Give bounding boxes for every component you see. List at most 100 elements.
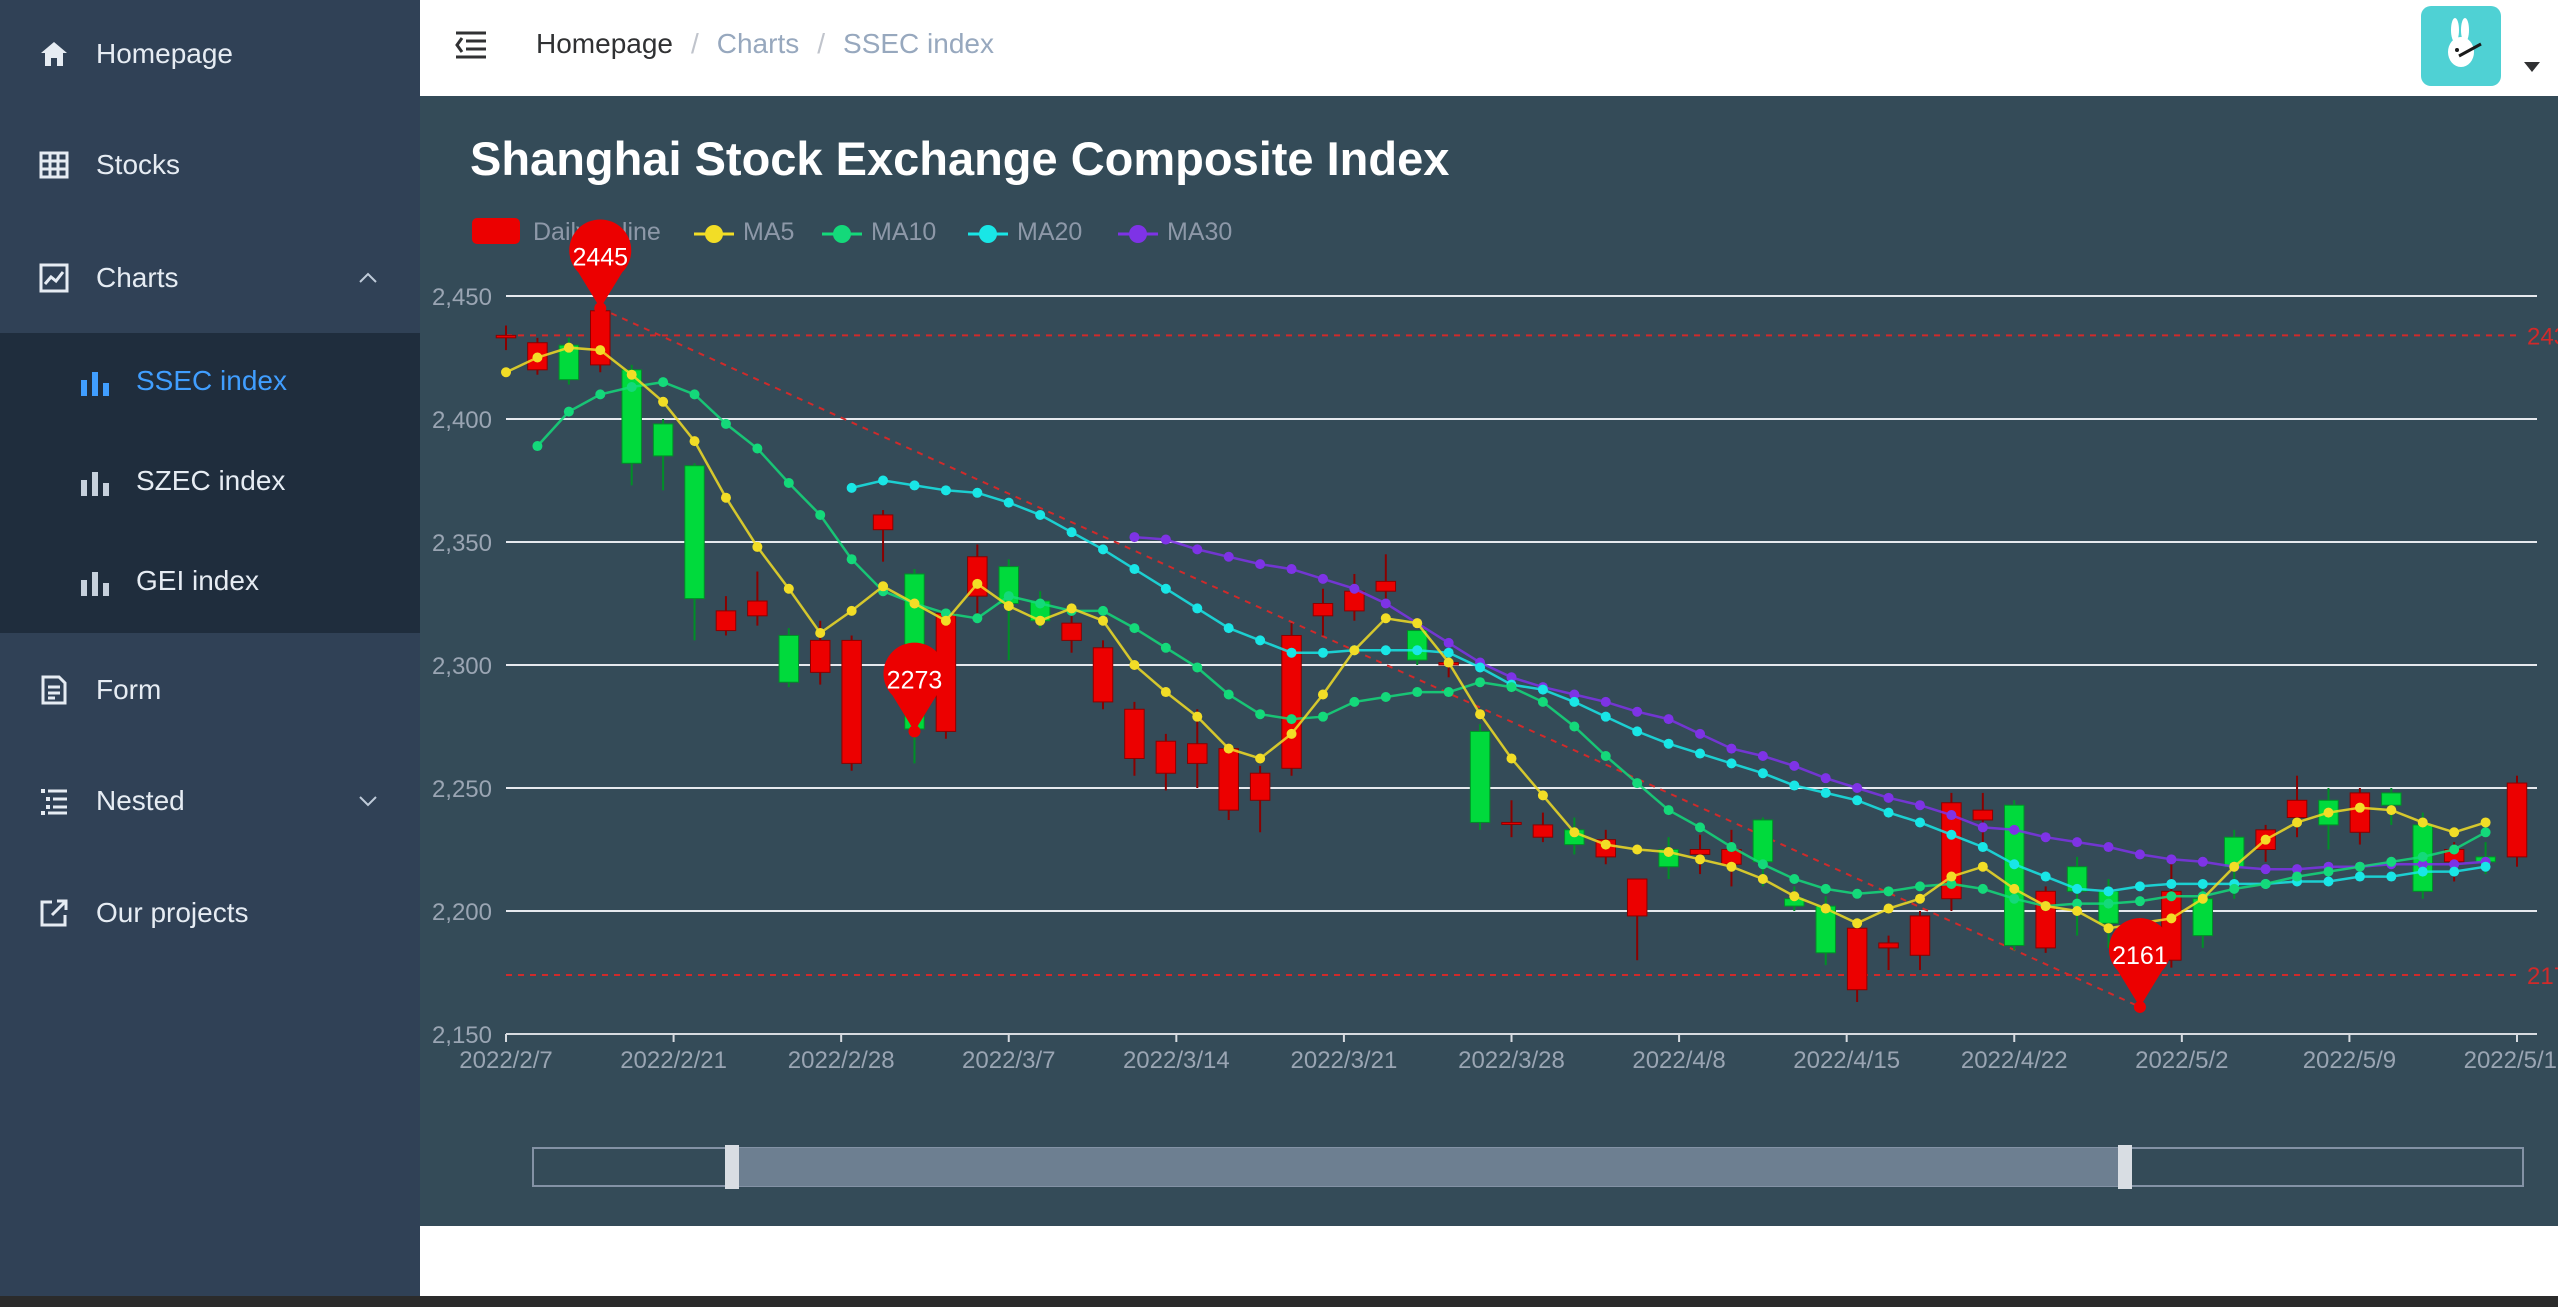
candle-up[interactable] xyxy=(1846,927,1868,991)
zoom-window[interactable] xyxy=(732,1148,2125,1186)
ma20-point xyxy=(972,487,983,498)
ma20-point xyxy=(1789,780,1800,791)
candle-up[interactable] xyxy=(809,639,831,673)
candle-up[interactable] xyxy=(2035,890,2056,949)
legend-label: MA20 xyxy=(1017,218,1082,246)
ma5-point xyxy=(1946,871,1957,882)
ma10-point xyxy=(1255,709,1266,720)
sidebar-item-label: Our projects xyxy=(96,897,249,928)
x-tick-label: 2022/2/28 xyxy=(788,1047,895,1074)
candle-up[interactable] xyxy=(1061,622,1082,641)
ma30-point xyxy=(1317,573,1328,584)
candle-up[interactable] xyxy=(1344,590,1365,612)
zoom-handle-left[interactable] xyxy=(725,1145,739,1189)
mark-point-pin[interactable]: 2161 xyxy=(2108,918,2171,1013)
sidebar-item-charts[interactable]: Charts xyxy=(0,228,420,328)
ma20-point xyxy=(940,485,951,496)
legend-item-ma10[interactable]: MA10 xyxy=(822,218,936,246)
candle-up[interactable] xyxy=(1532,824,1554,838)
ma20-point xyxy=(1035,509,1046,520)
legend-label: MA30 xyxy=(1167,218,1232,246)
candle-up[interactable] xyxy=(1878,942,1899,949)
ma5-point xyxy=(2040,901,2051,912)
ma5-point xyxy=(1129,660,1140,670)
pin-label: 2161 xyxy=(2112,942,2168,970)
submenu-item-label: SZEC index xyxy=(136,465,286,496)
candle-down[interactable] xyxy=(684,465,705,600)
ma10-point xyxy=(783,477,794,488)
chart-grid xyxy=(506,295,2537,912)
sidebar-item-nested[interactable]: Nested xyxy=(0,751,420,851)
candle-down[interactable] xyxy=(1469,730,1491,823)
candle-up[interactable] xyxy=(1909,915,1931,956)
submenu-item-szec[interactable]: SZEC index xyxy=(0,433,420,533)
candle-up[interactable] xyxy=(747,600,768,617)
x-tick-label: 2022/4/15 xyxy=(1793,1047,1900,1074)
ma30-point xyxy=(1443,637,1454,648)
candle-down[interactable] xyxy=(778,634,800,683)
ma10-point xyxy=(720,418,731,429)
candle-up[interactable] xyxy=(841,639,862,764)
ma30-point xyxy=(1946,810,1957,821)
data-zoom-slider[interactable] xyxy=(532,1145,2524,1189)
ma10-point xyxy=(1475,677,1486,688)
candle-up[interactable] xyxy=(1626,878,1648,917)
legend-item-ma20[interactable]: MA20 xyxy=(968,218,1082,246)
y-tick-label: 2,400 xyxy=(432,407,492,434)
sidebar-item-label: Homepage xyxy=(96,38,233,69)
candle-down[interactable] xyxy=(2004,804,2025,946)
candle-up[interactable] xyxy=(715,610,737,632)
ma5-point xyxy=(1600,839,1611,850)
legend-item-daily-kline[interactable]: Daily-K-line xyxy=(472,218,661,246)
candle-up[interactable] xyxy=(1689,849,1711,855)
legend-item-ma30[interactable]: MA30 xyxy=(1118,218,1232,246)
ma20-point xyxy=(1977,842,1988,853)
ma5-point xyxy=(2449,827,2460,838)
ma10-point xyxy=(846,554,857,565)
candle-up[interactable] xyxy=(2286,799,2308,819)
candle-down[interactable] xyxy=(1752,819,1774,863)
candle-up[interactable] xyxy=(1501,821,1522,825)
mark-point-pin[interactable]: 2445 xyxy=(569,219,632,315)
ma5-point xyxy=(2072,906,2083,916)
candle-up[interactable] xyxy=(1375,580,1397,592)
candlestick-chart[interactable]: Shanghai Stock Exchange Composite Index … xyxy=(420,96,2558,1226)
rabbit-avatar-icon xyxy=(2448,18,2482,67)
sidebar-item-stocks[interactable]: Stocks xyxy=(0,115,420,215)
breadcrumb-item-homepage[interactable]: Homepage xyxy=(536,28,673,59)
candle-up[interactable] xyxy=(1155,740,1177,774)
candle-up[interactable] xyxy=(1187,743,1208,764)
ma30-point xyxy=(1789,760,1800,771)
candle-up[interactable] xyxy=(1281,634,1302,769)
ma20-point xyxy=(1129,564,1140,575)
candle-up[interactable] xyxy=(1249,772,1271,801)
candle-up[interactable] xyxy=(1972,809,1994,821)
candle-up[interactable] xyxy=(1312,603,1334,617)
menu-fold-icon[interactable] xyxy=(454,28,488,62)
candle-up[interactable] xyxy=(1092,647,1114,703)
candle-down[interactable] xyxy=(2381,792,2402,806)
candle-up[interactable] xyxy=(872,514,894,531)
ma5-point xyxy=(689,436,700,447)
caret-down-icon[interactable] xyxy=(2522,60,2542,74)
avatar[interactable] xyxy=(2421,6,2501,86)
ma10-point xyxy=(2134,896,2145,907)
mark-point-pin[interactable]: 2273 xyxy=(883,642,946,738)
candle-down[interactable] xyxy=(652,423,674,457)
submenu-item-gei[interactable]: GEI index xyxy=(0,533,420,633)
ma5-point xyxy=(720,492,731,503)
legend-item-ma5[interactable]: MA5 xyxy=(694,218,794,246)
candle-up[interactable] xyxy=(1124,708,1145,759)
form-icon xyxy=(37,673,71,707)
y-tick-label: 2,150 xyxy=(432,1022,492,1049)
candle-up[interactable] xyxy=(1218,748,1239,811)
sidebar-item-homepage[interactable]: Homepage xyxy=(0,4,420,104)
candle-up[interactable] xyxy=(495,334,517,339)
candle-up[interactable] xyxy=(2506,782,2528,858)
zoom-handle-right[interactable] xyxy=(2118,1145,2132,1189)
ma5-point xyxy=(1506,753,1517,764)
sidebar-item-form[interactable]: Form xyxy=(0,640,420,740)
submenu-item-ssec[interactable]: SSEC index xyxy=(0,333,420,433)
sidebar-item-our-projects[interactable]: Our projects xyxy=(0,863,420,963)
pin-shape xyxy=(2108,918,2171,1007)
